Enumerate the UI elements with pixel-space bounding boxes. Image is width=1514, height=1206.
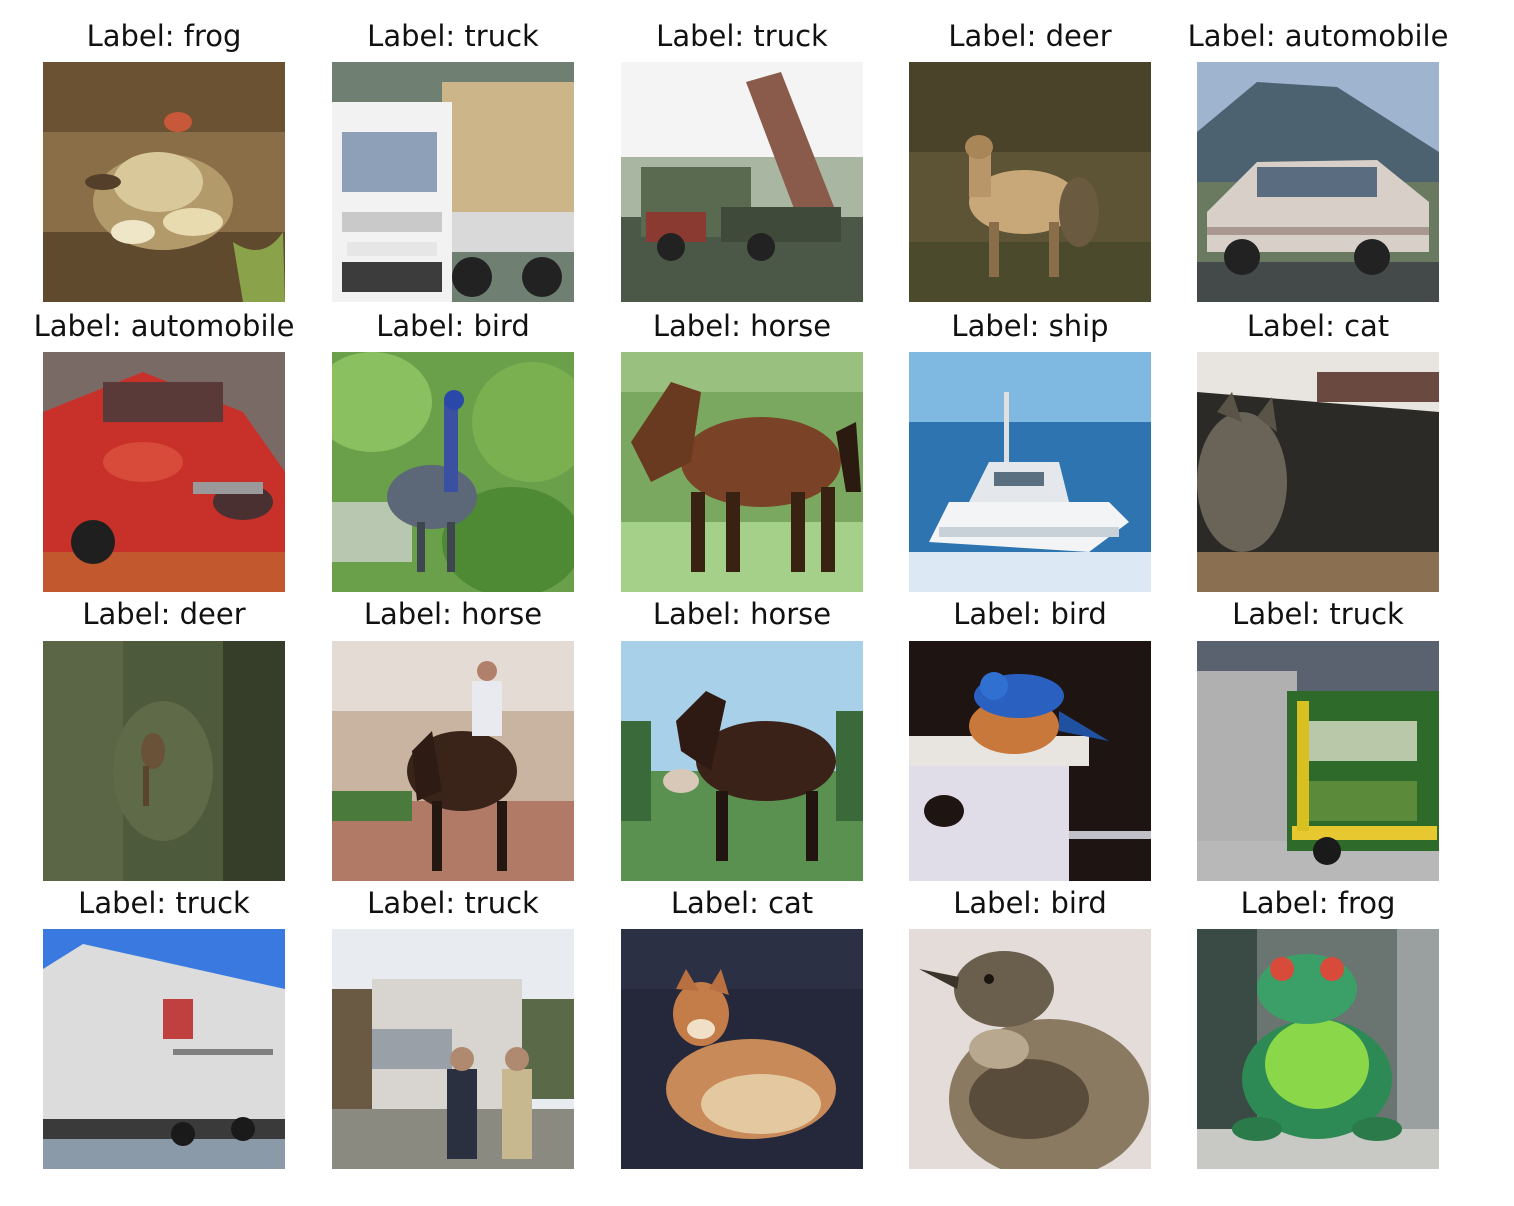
image-title: Label: ship [951,309,1109,343]
thumbnail-ship [909,352,1151,592]
image-title: Label: truck [1232,597,1404,631]
cat-image [621,929,863,1169]
image-title: Label: automobile [33,309,295,343]
thumbnail-truck [332,62,574,302]
image-title: Label: horse [363,597,543,631]
thumbnail-bird [909,929,1151,1169]
image-title: Label: truck [367,886,539,920]
horse-image [621,641,863,881]
truck-image [332,929,574,1169]
bird-image [909,929,1151,1169]
thumbnail-truck [43,929,285,1169]
thumbnail-truck [621,62,863,302]
image-title: Label: frog [1240,886,1396,920]
image-title: Label: cat [1246,309,1390,343]
image-title: Label: truck [367,19,539,53]
thumbnail-deer [909,62,1151,302]
image-title: Label: deer [948,19,1112,53]
image-title: Label: deer [82,597,246,631]
thumbnail-cat [621,929,863,1169]
image-title: Label: horse [652,309,832,343]
thumbnail-cat [1197,352,1439,592]
thumbnail-automobile [43,352,285,592]
image-title: Label: frog [86,19,242,53]
thumbnail-horse [332,641,574,881]
truck-image [621,62,863,302]
horse-image [621,352,863,592]
thumbnail-horse [621,352,863,592]
thumbnail-truck [332,929,574,1169]
deer-image [43,641,285,881]
truck-image [332,62,574,302]
image-title: Label: truck [78,886,250,920]
thumbnail-bird [909,641,1151,881]
frog-image [1197,929,1439,1169]
ship-image [909,352,1151,592]
thumbnail-horse [621,641,863,881]
bird-image [909,641,1151,881]
image-title: Label: truck [656,19,828,53]
frog-image [43,62,285,302]
thumbnail-automobile [1197,62,1439,302]
thumbnail-bird [332,352,574,592]
cat-image [1197,352,1439,592]
bird-image [332,352,574,592]
truck-image [1197,641,1439,881]
image-title: Label: horse [652,597,832,631]
thumbnail-deer [43,641,285,881]
image-title: Label: bird [953,597,1107,631]
image-title: Label: automobile [1187,19,1449,53]
automobile-image [1197,62,1439,302]
thumbnail-frog [1197,929,1439,1169]
automobile-image [43,352,285,592]
image-title: Label: bird [376,309,530,343]
horse-image [332,641,574,881]
thumbnail-frog [43,62,285,302]
deer-image [909,62,1151,302]
thumbnail-truck [1197,641,1439,881]
image-title: Label: cat [670,886,814,920]
image-title: Label: bird [953,886,1107,920]
truck-image [43,929,285,1169]
